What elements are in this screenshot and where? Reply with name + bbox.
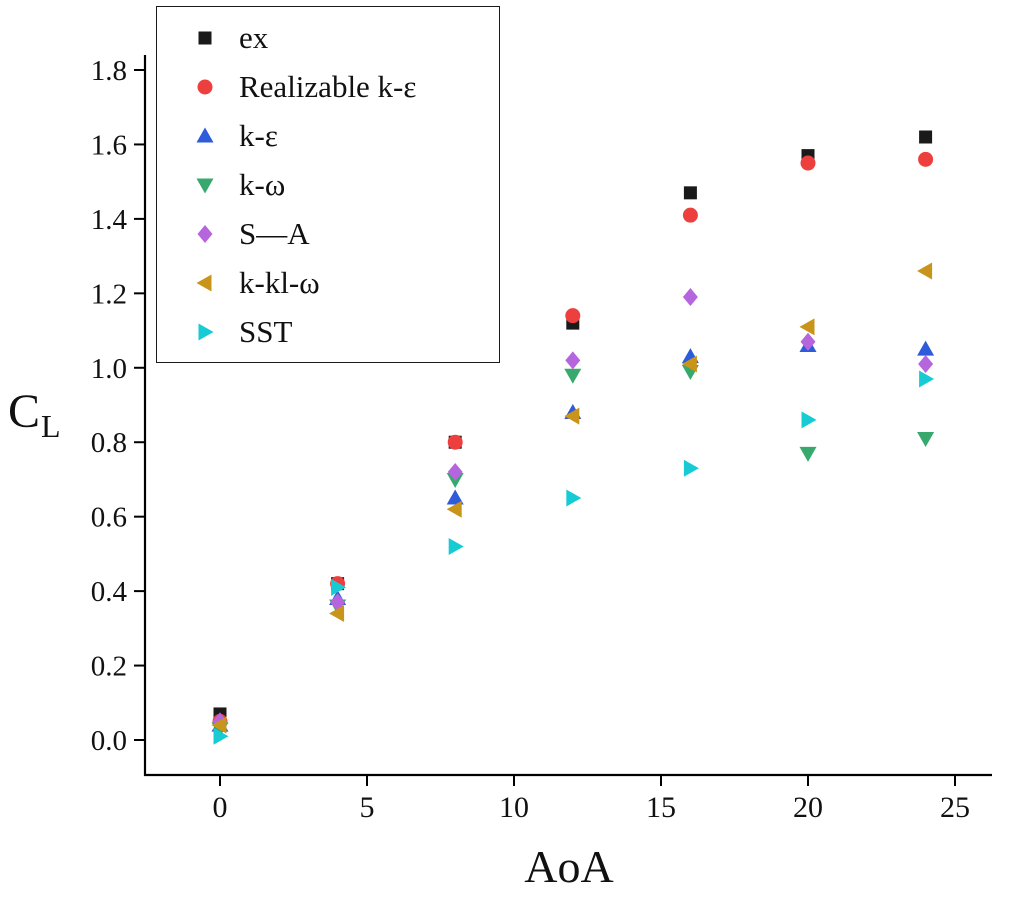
legend-item-label: k-kl-ω bbox=[239, 264, 320, 300]
x-tick-label: 0 bbox=[213, 791, 228, 824]
legend-item-label: k-ω bbox=[239, 166, 286, 202]
legend-marker bbox=[198, 323, 214, 340]
data-point bbox=[565, 308, 581, 324]
x-tick-label: 20 bbox=[793, 791, 823, 824]
y-tick-label: 1.0 bbox=[91, 353, 127, 385]
legend-marker bbox=[196, 274, 212, 291]
data-point bbox=[917, 340, 935, 356]
y-tick-label: 1.8 bbox=[91, 55, 127, 87]
data-point bbox=[447, 463, 463, 481]
y-tick-label: 1.6 bbox=[91, 129, 127, 161]
triangle-down-icon bbox=[196, 178, 214, 193]
legend-item: k-ω bbox=[181, 160, 499, 209]
data-point bbox=[446, 500, 462, 518]
legend-marker bbox=[197, 224, 213, 243]
data-point bbox=[919, 370, 935, 388]
legend-item: Realizable k-ε bbox=[181, 62, 499, 111]
data-point bbox=[799, 318, 815, 336]
data-point bbox=[446, 489, 464, 505]
y-tick-label: 0.8 bbox=[91, 427, 127, 459]
data-point bbox=[683, 459, 699, 477]
data-point bbox=[331, 578, 347, 596]
data-point bbox=[329, 604, 345, 622]
x-tick-label: 15 bbox=[646, 791, 676, 824]
data-point bbox=[211, 716, 227, 734]
legend: ex Realizable k-ε k-ε k-ω S—A k-kl-ω SST bbox=[156, 6, 500, 363]
data-point bbox=[565, 351, 581, 370]
legend-item: k-kl-ω bbox=[181, 258, 499, 307]
x-tick-label: 25 bbox=[940, 791, 970, 824]
data-point bbox=[564, 368, 582, 384]
y-axis-title-sub: L bbox=[41, 408, 61, 444]
legend-item: ex bbox=[181, 13, 499, 62]
data-point bbox=[566, 489, 582, 507]
data-point bbox=[917, 432, 935, 447]
series-triangle-left bbox=[211, 262, 933, 734]
legend-marker bbox=[196, 178, 214, 193]
data-point bbox=[918, 151, 934, 167]
x-tick-label: 5 bbox=[360, 791, 375, 824]
legend-item: k-ε bbox=[181, 111, 499, 160]
data-point bbox=[799, 446, 817, 462]
y-tick-label: 0.0 bbox=[91, 725, 127, 757]
series-triangle-up bbox=[211, 336, 935, 732]
data-point bbox=[681, 355, 697, 373]
y-tick-label: 0.4 bbox=[91, 576, 128, 608]
diamond-icon bbox=[197, 224, 213, 243]
y-tick-label: 1.2 bbox=[91, 278, 127, 310]
data-point bbox=[919, 130, 933, 144]
data-point bbox=[917, 262, 933, 280]
legend-item-label: ex bbox=[239, 19, 269, 55]
y-axis-title-main: C bbox=[8, 385, 41, 438]
data-point bbox=[213, 727, 229, 745]
triangle-left-icon bbox=[196, 274, 212, 291]
square-icon bbox=[198, 31, 212, 44]
legend-item-label: S—A bbox=[239, 215, 310, 251]
x-axis-title: AoA bbox=[524, 841, 614, 892]
x-tick-label: 10 bbox=[499, 791, 529, 824]
data-point bbox=[682, 207, 698, 223]
y-tick-label: 1.4 bbox=[91, 204, 128, 236]
circle-icon bbox=[197, 79, 213, 94]
data-point bbox=[918, 355, 934, 374]
legend-item-label: k-ε bbox=[239, 117, 278, 153]
y-tick-label: 0.2 bbox=[91, 651, 127, 683]
triangle-right-icon bbox=[198, 323, 214, 340]
data-point bbox=[800, 155, 816, 171]
legend-marker bbox=[198, 31, 212, 44]
legend-item: S—A bbox=[181, 209, 499, 258]
legend-item-label: Realizable k-ε bbox=[239, 68, 417, 104]
y-axis-title: CL bbox=[8, 384, 61, 444]
data-point bbox=[448, 537, 464, 555]
legend-item: SST bbox=[181, 307, 499, 356]
data-point bbox=[683, 186, 697, 200]
series-triangle-right bbox=[213, 370, 935, 745]
legend-item-label: SST bbox=[239, 313, 293, 349]
data-point bbox=[682, 288, 698, 307]
data-point bbox=[801, 411, 817, 429]
series-diamond bbox=[212, 288, 934, 731]
data-point bbox=[800, 332, 816, 351]
triangle-up-icon bbox=[196, 127, 214, 142]
legend-marker bbox=[196, 127, 214, 142]
y-tick-label: 0.6 bbox=[91, 502, 127, 534]
data-point bbox=[564, 407, 580, 425]
legend-marker bbox=[197, 79, 213, 94]
data-point bbox=[447, 434, 463, 450]
